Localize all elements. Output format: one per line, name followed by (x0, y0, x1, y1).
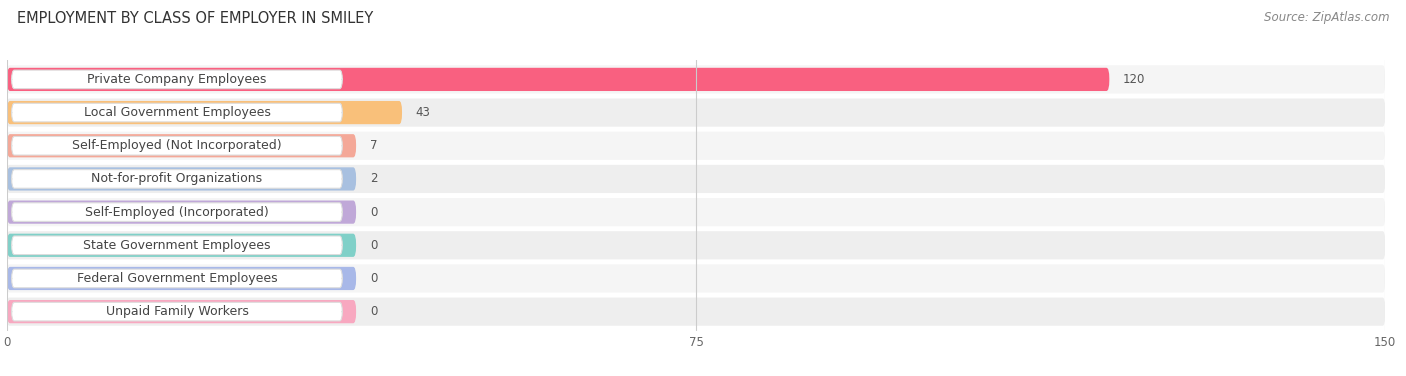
FancyBboxPatch shape (7, 300, 356, 323)
FancyBboxPatch shape (7, 65, 1385, 94)
FancyBboxPatch shape (7, 165, 1385, 193)
FancyBboxPatch shape (7, 200, 356, 224)
Text: Self-Employed (Incorporated): Self-Employed (Incorporated) (86, 206, 269, 218)
Text: Source: ZipAtlas.com: Source: ZipAtlas.com (1264, 11, 1389, 24)
FancyBboxPatch shape (11, 302, 342, 321)
Text: Local Government Employees: Local Government Employees (83, 106, 270, 119)
Text: 0: 0 (370, 272, 377, 285)
Text: 0: 0 (370, 305, 377, 318)
Text: 2: 2 (370, 173, 377, 185)
FancyBboxPatch shape (7, 297, 1385, 326)
FancyBboxPatch shape (11, 236, 342, 255)
FancyBboxPatch shape (7, 264, 1385, 293)
Text: State Government Employees: State Government Employees (83, 239, 271, 252)
FancyBboxPatch shape (7, 101, 402, 124)
FancyBboxPatch shape (7, 68, 1109, 91)
FancyBboxPatch shape (11, 136, 342, 155)
Text: 120: 120 (1123, 73, 1146, 86)
FancyBboxPatch shape (7, 99, 1385, 127)
Text: 0: 0 (370, 239, 377, 252)
FancyBboxPatch shape (7, 198, 1385, 226)
Text: Unpaid Family Workers: Unpaid Family Workers (105, 305, 249, 318)
FancyBboxPatch shape (11, 203, 342, 221)
FancyBboxPatch shape (7, 132, 1385, 160)
FancyBboxPatch shape (11, 269, 342, 288)
FancyBboxPatch shape (11, 170, 342, 188)
Text: 7: 7 (370, 139, 377, 152)
Text: EMPLOYMENT BY CLASS OF EMPLOYER IN SMILEY: EMPLOYMENT BY CLASS OF EMPLOYER IN SMILE… (17, 11, 373, 26)
Text: Self-Employed (Not Incorporated): Self-Employed (Not Incorporated) (72, 139, 281, 152)
FancyBboxPatch shape (7, 233, 356, 257)
Text: Federal Government Employees: Federal Government Employees (77, 272, 277, 285)
FancyBboxPatch shape (7, 134, 356, 158)
Text: 0: 0 (370, 206, 377, 218)
FancyBboxPatch shape (7, 167, 356, 191)
Text: Private Company Employees: Private Company Employees (87, 73, 267, 86)
FancyBboxPatch shape (7, 231, 1385, 259)
Text: 43: 43 (416, 106, 430, 119)
FancyBboxPatch shape (7, 267, 356, 290)
FancyBboxPatch shape (11, 103, 342, 122)
FancyBboxPatch shape (11, 70, 342, 89)
Text: Not-for-profit Organizations: Not-for-profit Organizations (91, 173, 263, 185)
